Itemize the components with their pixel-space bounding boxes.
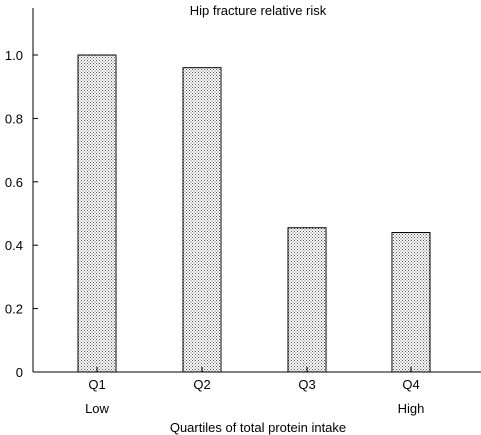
x-tick-label: Q1 xyxy=(88,377,105,392)
bars xyxy=(77,54,431,373)
x-tick-sublabel: Low xyxy=(85,401,109,416)
y-tick-label: 0.6 xyxy=(5,175,23,190)
y-axis-ticks: 0 0.2 0.4 0.6 0.8 1.0 xyxy=(5,48,38,380)
bar-q1 xyxy=(77,54,117,373)
y-tick-label: 0 xyxy=(16,365,23,380)
bar-q2 xyxy=(182,67,222,373)
x-axis-title: Quartiles of total protein intake xyxy=(170,420,346,435)
bar-q4 xyxy=(391,232,431,373)
x-axis-labels: Q1 Low Q2 Q3 Q4 High xyxy=(85,367,424,416)
x-tick-label: Q3 xyxy=(298,377,315,392)
y-tick-label: 0.4 xyxy=(5,238,23,253)
y-tick-label: 1.0 xyxy=(5,48,23,63)
chart-title: Hip fracture relative risk xyxy=(190,3,327,18)
y-tick-label: 0.8 xyxy=(5,111,23,126)
x-tick-label: Q2 xyxy=(193,377,210,392)
x-tick-sublabel: High xyxy=(398,401,425,416)
x-tick-label: Q4 xyxy=(402,377,419,392)
y-tick-label: 0.2 xyxy=(5,302,23,317)
bar-q3 xyxy=(287,227,327,373)
